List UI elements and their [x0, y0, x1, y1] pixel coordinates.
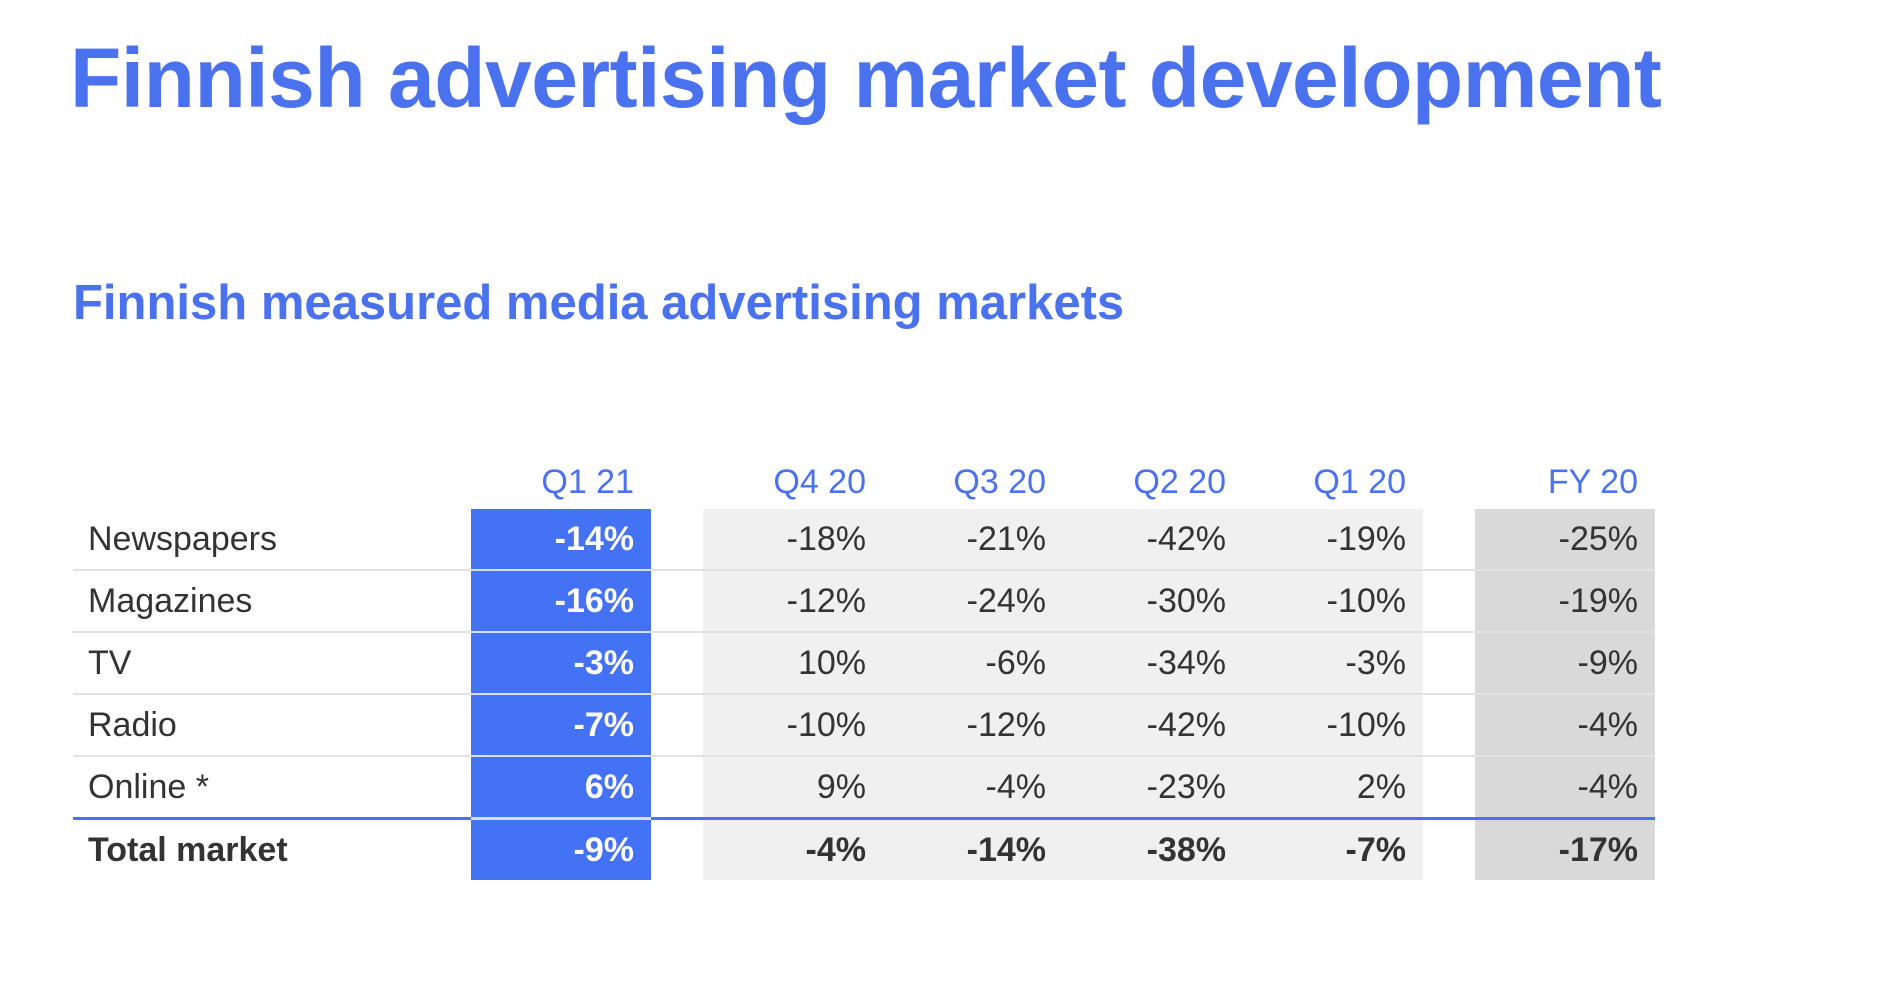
cell-q3-20: -6% [883, 632, 1063, 695]
column-gap [651, 756, 703, 819]
column-header: FY 20 [1547, 462, 1638, 501]
cell-q3-20: -12% [883, 694, 1063, 757]
cell-q1-21: -7% [471, 694, 651, 757]
cell-fy-20: -4% [1475, 756, 1655, 819]
cell-q3-20: -4% [883, 756, 1063, 819]
column-gap [651, 632, 703, 695]
cell-fy-20: -4% [1475, 694, 1655, 757]
column-gap [1423, 509, 1475, 571]
column-gap [651, 694, 703, 757]
cell-q1-21: 6% [471, 756, 651, 819]
cell-q2-20: -30% [1063, 570, 1243, 633]
cell-q3-20: -14% [883, 817, 1063, 880]
cell-q1-20: -10% [1243, 570, 1423, 633]
cell-fy-20: -19% [1475, 570, 1655, 633]
header-empty [73, 455, 471, 509]
column-gap [1423, 632, 1475, 695]
cell-q3-20: -24% [883, 570, 1063, 633]
row-label: Online * [88, 767, 209, 806]
table-row: TV -3% 10% -6% -34% -3% -9% [73, 632, 1655, 695]
cell-q1-20: -7% [1243, 817, 1423, 880]
cell-q2-20: -38% [1063, 817, 1243, 880]
cell-q1-21: -9% [471, 817, 651, 880]
cell-q1-20: -19% [1243, 509, 1423, 571]
cell-q4-20: -10% [703, 694, 883, 757]
row-label: TV [73, 632, 471, 695]
cell-fy-20: -17% [1475, 817, 1655, 880]
column-gap [1423, 694, 1475, 757]
advertising-market-table: Q1 21 Q4 20 Q3 20 Q2 20 Q1 20 FY 20 News… [73, 455, 1655, 880]
table-row: Magazines -16% -12% -24% -30% -10% -19% [73, 570, 1655, 633]
column-gap [1423, 817, 1475, 880]
column-header: Q1 20 [1313, 462, 1406, 501]
cell-q1-21: -16% [471, 570, 651, 633]
column-header: Q1 21 [541, 462, 634, 501]
cell-q2-20: -34% [1063, 632, 1243, 695]
column-gap [1423, 756, 1475, 819]
row-label: Radio [73, 694, 471, 757]
table-row: Online * 6% 9% -4% -23% 2% -4% [73, 756, 1655, 819]
column-header: Q3 20 [953, 462, 1046, 501]
row-label: Total market [73, 817, 471, 880]
column-gap [1423, 570, 1475, 633]
cell-fy-20: -9% [1475, 632, 1655, 695]
cell-q2-20: -42% [1063, 694, 1243, 757]
cell-q2-20: -42% [1063, 509, 1243, 571]
table-row: Radio -7% -10% -12% -42% -10% -4% [73, 694, 1655, 757]
cell-q1-20: -10% [1243, 694, 1423, 757]
column-gap [651, 509, 703, 571]
column-header: Q2 20 [1133, 462, 1226, 501]
table-header-row: Q1 21 Q4 20 Q3 20 Q2 20 Q1 20 FY 20 [73, 455, 1655, 509]
cell-q1-21: -3% [471, 632, 651, 695]
cell-q4-20: 9% [703, 756, 883, 819]
table-row: Newspapers -14% -18% -21% -42% -19% -25% [73, 509, 1655, 571]
cell-q1-20: -3% [1243, 632, 1423, 695]
cell-q4-20: 10% [703, 632, 883, 695]
cell-q3-20: -21% [883, 509, 1063, 571]
cell-q4-20: -12% [703, 570, 883, 633]
cell-q2-20: -23% [1063, 756, 1243, 819]
column-gap [1423, 455, 1475, 509]
row-label: Magazines [73, 570, 471, 633]
column-gap [651, 817, 703, 880]
cell-q4-20: -18% [703, 509, 883, 571]
cell-q1-21: -14% [471, 509, 651, 571]
cell-fy-20: -25% [1475, 509, 1655, 571]
page-title: Finnish advertising market development [70, 31, 1662, 125]
column-header: Q4 20 [773, 462, 866, 501]
column-gap [651, 570, 703, 633]
cell-q4-20: -4% [703, 817, 883, 880]
section-subtitle: Finnish measured media advertising marke… [73, 276, 1125, 330]
table-row-total: Total market -9% -4% -14% -38% -7% -17% [73, 817, 1655, 880]
cell-q1-20: 2% [1243, 756, 1423, 819]
column-gap [651, 455, 703, 509]
row-label: Newspapers [73, 509, 471, 571]
